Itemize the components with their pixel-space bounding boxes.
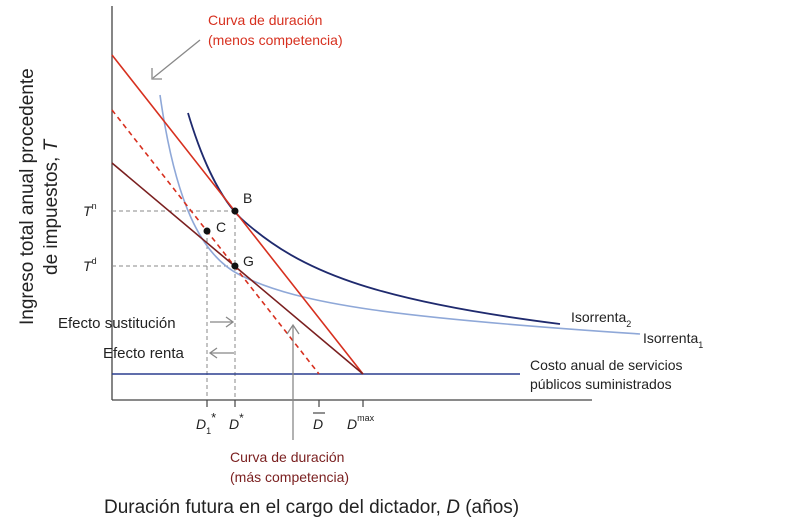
- point-g-marker: [231, 262, 239, 270]
- isorrenta-1-curve: [159, 94, 641, 335]
- x-tick-dbar-label: D: [313, 416, 323, 432]
- y-axis-title-line2: de impuestos, T: [41, 138, 62, 275]
- duration-curve-more-competition: [111, 162, 364, 375]
- x-tick-d1-label: D1*: [196, 410, 216, 436]
- point-b-marker: [231, 207, 239, 215]
- duration-curve-less-competition: [111, 54, 364, 375]
- substitution-effect-label: Efecto sustitución: [58, 315, 176, 332]
- y-axis-title-line1: Ingreso total anual procedente: [17, 68, 38, 325]
- curve-more-label-line1: Curva de duración: [230, 449, 344, 465]
- arrow-less-competition-head: [151, 68, 162, 80]
- x-tick-dstar-label: D*: [229, 411, 244, 432]
- arrow-income-head: [208, 347, 218, 359]
- x-axis-title: Duración futura en el cargo del dictador…: [104, 497, 519, 518]
- arrow-more-competition-head: [286, 323, 300, 335]
- isorrenta-2-curve: [187, 112, 561, 325]
- curve-less-label-line1: Curva de duración: [208, 12, 322, 28]
- curve-less-label-line2: (menos competencia): [208, 32, 343, 48]
- duration-curve-shifted: [111, 109, 320, 375]
- x-tick-dmax-label: Dmax: [347, 413, 375, 432]
- isorrenta-2-label: Isorrenta2: [571, 309, 631, 329]
- point-c-marker: [203, 227, 211, 235]
- point-c-label: C: [216, 219, 226, 235]
- y-tick-td: Td: [83, 256, 97, 274]
- arrow-substitution-head: [225, 316, 235, 328]
- income-effect-label: Efecto renta: [103, 345, 185, 362]
- arrow-less-competition: [152, 39, 201, 79]
- isorrenta-1-label: Isorrenta1: [643, 330, 703, 350]
- cost-label-line1: Costo anual de servicios: [530, 357, 683, 373]
- point-g-label: G: [243, 253, 254, 269]
- point-b-label: B: [243, 190, 252, 206]
- curve-more-label-line2: (más competencia): [230, 469, 349, 485]
- cost-label-line2: públicos suministrados: [530, 376, 672, 392]
- y-tick-tn: Tn: [83, 201, 97, 219]
